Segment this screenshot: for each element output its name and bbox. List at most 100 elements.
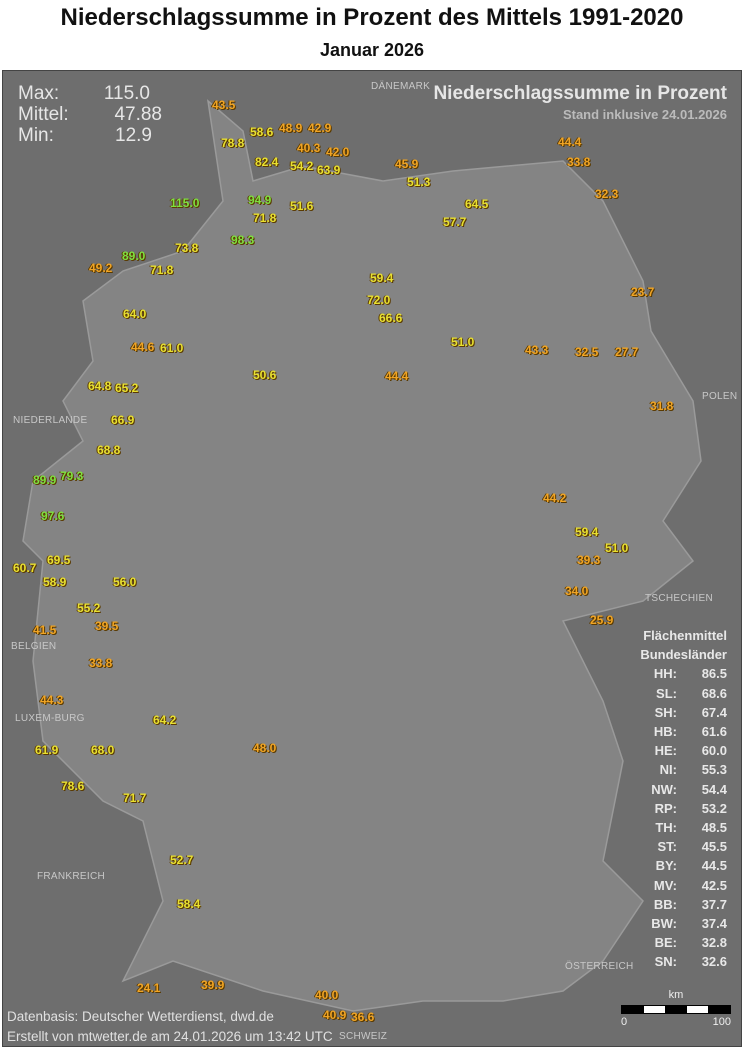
- state-value: 86.5: [701, 666, 727, 682]
- station-value: 55.2: [77, 601, 101, 615]
- state-code: HB:: [653, 724, 677, 740]
- state-code: HE:: [654, 743, 677, 759]
- station-value: 58.4: [177, 897, 201, 911]
- legend-row: SH: 67.4: [637, 703, 727, 722]
- state-value: 48.5: [701, 820, 727, 836]
- station-value: 24.1: [137, 981, 161, 995]
- station-value: 48.0: [253, 741, 277, 755]
- state-code: BY:: [655, 858, 677, 874]
- station-value: 51.0: [605, 541, 629, 555]
- station-value: 44.2: [543, 491, 567, 505]
- state-code: HH:: [653, 666, 677, 682]
- state-value: 32.8: [701, 935, 727, 951]
- scale-start: 0: [621, 1016, 628, 1028]
- station-value: 78.6: [61, 779, 85, 793]
- stats-box: Max: 115.0 Mittel: 47.88 Min: 12.9: [18, 83, 162, 146]
- legend-row: BB: 37.7: [637, 895, 727, 914]
- station-value: 115.0: [170, 196, 200, 210]
- min-value: 12.9: [115, 125, 152, 146]
- data-stand: Stand inklusive 24.01.2026: [562, 107, 727, 122]
- legend-row: ST: 45.5: [637, 837, 728, 856]
- station-value: 50.6: [253, 368, 277, 382]
- country-label: BELGIEN: [11, 641, 57, 652]
- station-value: 61.0: [160, 341, 184, 355]
- station-value: 44.3: [40, 693, 64, 707]
- station-value: 33.8: [89, 656, 113, 670]
- state-code: SN:: [654, 954, 677, 970]
- state-value: 68.6: [701, 685, 727, 701]
- station-value: 56.0: [113, 575, 137, 589]
- state-code: NW:: [651, 781, 677, 797]
- state-code: BB:: [653, 896, 677, 912]
- legend-row: NW: 54.4: [637, 780, 727, 799]
- station-value: 63.9: [317, 163, 341, 177]
- station-value: 61.9: [35, 743, 59, 757]
- station-value: 39.9: [201, 978, 225, 992]
- station-value: 42.9: [308, 121, 332, 135]
- data-source: Datenbasis: Deutscher Wetterdienst, dwd.…: [7, 1009, 274, 1024]
- station-value: 32.5: [575, 345, 599, 359]
- station-value: 44.6: [131, 340, 155, 354]
- station-value: 32.3: [595, 187, 619, 201]
- state-value: 37.7: [701, 896, 727, 912]
- legend-row: HB: 61.6: [637, 722, 727, 741]
- state-value: 55.3: [701, 762, 727, 778]
- station-value: 45.9: [395, 157, 419, 171]
- state-value: 44.5: [701, 858, 727, 874]
- germany-outline: [22, 99, 702, 1012]
- station-value: 68.0: [91, 743, 115, 757]
- station-value: 58.9: [43, 575, 67, 589]
- station-value: 31.8: [650, 399, 674, 413]
- state-value: 32.6: [701, 954, 727, 970]
- legend-row: BE: 32.8: [637, 933, 727, 952]
- station-value: 48.9: [279, 121, 303, 135]
- country-label: POLEN: [702, 391, 738, 402]
- station-value: 65.2: [115, 381, 139, 395]
- state-value: 61.6: [701, 724, 727, 740]
- station-value: 42.0: [326, 145, 350, 159]
- germany-shape: [22, 99, 702, 1012]
- legend-row: BW: 37.4: [637, 914, 727, 933]
- state-value: 37.4: [701, 916, 727, 932]
- legend-row: TH: 48.5: [637, 818, 727, 837]
- state-value: 42.5: [701, 877, 727, 893]
- state-code: TH:: [655, 820, 677, 836]
- station-value: 79.3: [60, 469, 84, 483]
- scale-unit: km: [668, 989, 684, 1001]
- station-value: 89.9: [33, 473, 57, 487]
- country-label: LUXEM-BURG: [15, 713, 85, 724]
- station-value: 97.6: [41, 509, 65, 523]
- station-value: 40.3: [297, 141, 321, 155]
- station-value: 40.9: [323, 1008, 347, 1022]
- country-label: SCHWEIZ: [339, 1031, 388, 1042]
- station-value: 49.2: [89, 261, 113, 275]
- state-code: ST:: [657, 839, 678, 855]
- state-code: SH:: [654, 704, 677, 720]
- station-value: 57.7: [443, 215, 467, 229]
- precipitation-map: Max: 115.0 Mittel: 47.88 Min: 12.9 Niedersc…: [2, 70, 742, 1047]
- station-value: 69.5: [47, 553, 71, 567]
- state-value: 60.0: [701, 743, 727, 759]
- max-value: 115.0: [103, 83, 150, 104]
- legend-heading: Flächenmittel: [643, 628, 727, 643]
- station-value: 41.5: [33, 623, 57, 637]
- station-value: 64.0: [123, 307, 147, 321]
- legend-row: RP: 53.2: [637, 799, 727, 818]
- legend-row: HE: 60.0: [637, 741, 727, 760]
- station-value: 60.7: [13, 561, 37, 575]
- station-value: 94.9: [248, 193, 272, 207]
- station-value: 44.4: [558, 135, 582, 149]
- min-label: Min:: [18, 125, 54, 146]
- station-value: 78.8: [221, 136, 245, 150]
- station-value: 59.4: [370, 271, 394, 285]
- station-value: 51.0: [451, 335, 475, 349]
- station-value: 98.3: [231, 233, 255, 247]
- created-by: Erstellt von mtwetter.de am 24.01.2026 u…: [7, 1029, 333, 1044]
- station-value: 64.8: [88, 379, 112, 393]
- station-value: 59.4: [575, 525, 599, 539]
- state-code: RP:: [654, 800, 677, 816]
- station-value: 64.2: [153, 713, 177, 727]
- station-value: 89.0: [122, 249, 146, 263]
- state-value: 54.4: [701, 781, 727, 797]
- state-code: NI:: [659, 762, 677, 778]
